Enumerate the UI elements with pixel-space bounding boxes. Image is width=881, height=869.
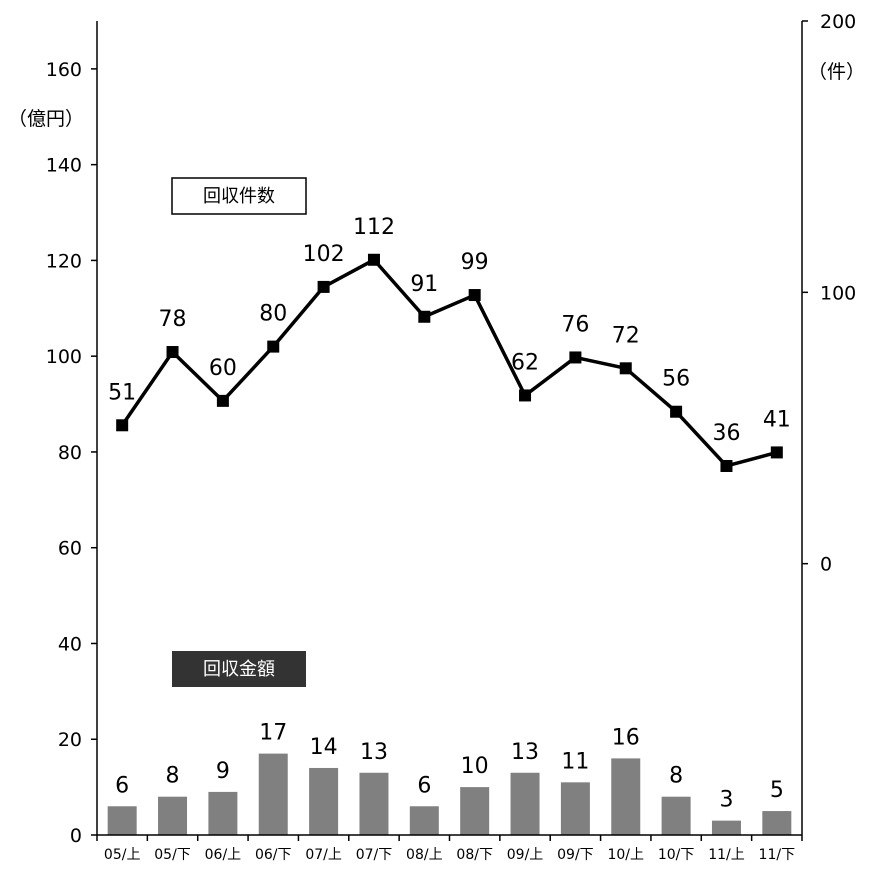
x-axis-tick-label: 06/上 [205,847,242,863]
amount-bar-label: 8 [166,764,180,789]
count-point-label: 60 [209,356,237,381]
left-axis-tick-label: 40 [58,633,82,655]
left-axis-tick-label: 100 [46,346,82,368]
count-point-label: 36 [712,421,740,446]
amount-bar [611,758,641,835]
count-point [619,362,632,375]
x-axis-tick-label: 07/上 [305,847,342,863]
amount-bar-label: 13 [511,740,539,765]
amount-bar [661,796,691,835]
amount-bar [158,796,188,835]
amount-bar [359,772,389,835]
amount-bar [762,811,792,835]
amount-bar-label: 3 [719,788,733,813]
x-axis-tick-label: 11/上 [708,847,745,863]
amount-bar-label: 17 [259,721,287,746]
amount-bar-label: 6 [115,773,129,798]
count-point-label: 62 [511,350,539,375]
count-point-label: 76 [561,312,589,337]
amount-bar-label: 13 [360,740,388,765]
count-point [519,389,532,402]
amount-bar-label: 16 [612,725,640,750]
amount-bar-labels: 6 8 9 17 14 13 6 10 13 11 16 8 3 5 [115,721,784,813]
count-point-label: 80 [259,302,287,327]
amount-bar [711,820,741,835]
x-axis-tick-label: 09/下 [557,847,594,863]
count-point-label: 78 [159,307,187,332]
legend-bar-box: 回収金額 [172,651,306,687]
x-axis-tick-label: 08/下 [456,847,493,863]
x-axis-tick-label: 05/上 [104,847,141,863]
amount-bar [309,767,339,835]
left-axis-tick-label: 140 [46,155,82,177]
count-point-label: 56 [662,367,690,392]
amount-bars [107,753,792,835]
count-line [116,253,783,472]
legend-line-box: 回収件数 [171,177,307,215]
count-point [468,289,481,302]
amount-bar [409,806,439,835]
count-line-path [120,258,778,468]
left-axis-tick-label: 0 [70,825,82,847]
count-point-label: 102 [303,242,345,267]
amount-bar [510,772,540,835]
count-point [267,340,280,353]
count-point [317,280,330,293]
x-axis-tick-label: 07/下 [356,847,393,863]
right-axis-tick-label: 200 [820,11,856,33]
amount-bar-label: 5 [770,778,784,803]
count-line-labels: 51 78 60 80 102 112 91 99 62 76 72 56 36 41 [108,215,791,446]
count-point [216,394,229,407]
left-axis-tick-label: 160 [46,59,82,81]
count-point [166,346,179,359]
count-point [569,351,582,364]
amount-bar-label: 11 [561,749,589,774]
left-axis-unit-label: （億円） [8,108,84,130]
amount-bar [460,787,490,835]
count-point [418,310,431,323]
left-axis: 0 20 40 60 80 100 120 140 160 [46,21,98,847]
right-axis-unit-label: （件） [808,61,865,83]
x-axis-tick-label: 11/下 [759,847,796,863]
amount-bar [208,791,238,835]
count-point [670,405,683,418]
count-point-label: 41 [763,407,791,432]
count-point-label: 99 [461,250,489,275]
amount-bar [560,782,590,835]
x-axis: 05/上 05/下 06/上 06/下 07/上 07/下 08/上 08/下 09/上 09/下… [96,834,803,863]
x-axis-tick-label: 08/上 [406,847,443,863]
count-point-label: 51 [108,380,136,405]
left-axis-tick-label: 60 [58,538,82,560]
x-axis-tick-label: 06/下 [255,847,292,863]
count-point [720,459,733,472]
right-axis-tick-label: 0 [820,554,832,576]
amount-bar [107,806,137,835]
count-point [770,446,783,459]
x-axis-tick-label: 10/上 [607,847,644,863]
count-point [367,253,380,266]
legend-bar-label: 回収金額 [203,659,275,680]
x-axis-tick-label: 10/下 [658,847,695,863]
x-axis-tick-label: 05/下 [154,847,191,863]
left-axis-tick-label: 20 [58,729,82,751]
left-axis-tick-label: 80 [58,442,82,464]
amount-bar-label: 9 [216,759,230,784]
legend-line-label: 回収件数 [203,186,275,207]
amount-bar-label: 10 [461,754,489,779]
right-axis-tick-label: 100 [820,282,856,304]
count-point-label: 112 [353,215,395,240]
amount-bar-label: 6 [417,773,431,798]
count-point-label: 72 [612,323,640,348]
amount-bar-label: 14 [310,735,338,760]
left-axis-tick-label: 120 [46,250,82,272]
amount-bar [258,753,288,835]
count-point-label: 91 [410,272,438,297]
right-axis: 0 100 200 [801,11,856,835]
x-axis-tick-label: 09/上 [507,847,544,863]
amount-bar-label: 8 [669,764,683,789]
count-point [116,419,129,432]
